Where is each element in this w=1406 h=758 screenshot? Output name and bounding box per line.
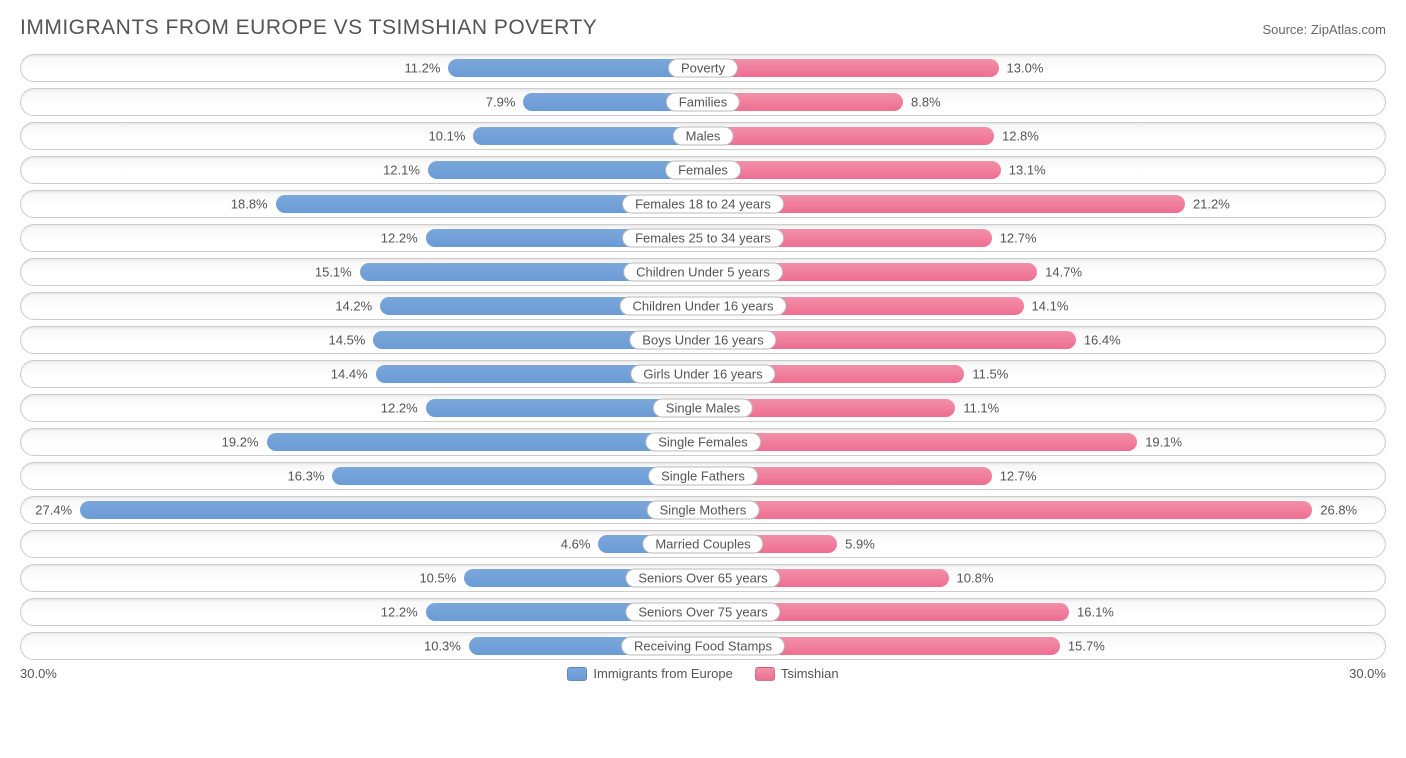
bar-right — [703, 433, 1137, 451]
value-right: 10.8% — [957, 571, 994, 586]
value-right: 11.5% — [972, 367, 1008, 382]
legend-swatch-left — [567, 667, 587, 681]
value-right: 5.9% — [845, 537, 875, 552]
value-right: 14.1% — [1032, 299, 1069, 314]
bar-left — [80, 501, 703, 519]
chart-row: 12.2% 16.1% Seniors Over 75 years — [20, 598, 1386, 626]
chart-footer: 30.0% Immigrants from Europe Tsimshian 3… — [20, 666, 1386, 681]
value-left: 7.9% — [486, 95, 516, 110]
chart-row: 10.3% 15.7% Receiving Food Stamps — [20, 632, 1386, 660]
value-right: 16.1% — [1077, 605, 1114, 620]
bar-left — [473, 127, 703, 145]
value-right: 12.7% — [1000, 469, 1037, 484]
chart-row: 12.2% 12.7% Females 25 to 34 years — [20, 224, 1386, 252]
value-left: 16.3% — [288, 469, 325, 484]
axis-max-right: 30.0% — [1349, 666, 1386, 681]
source-name: ZipAtlas.com — [1311, 22, 1386, 37]
value-left: 14.2% — [335, 299, 372, 314]
category-label: Single Females — [645, 433, 761, 452]
chart-row: 18.8% 21.2% Females 18 to 24 years — [20, 190, 1386, 218]
value-right: 26.8% — [1320, 503, 1357, 518]
bar-right — [703, 501, 1312, 519]
legend: Immigrants from Europe Tsimshian — [567, 666, 838, 681]
legend-label-left: Immigrants from Europe — [593, 666, 732, 681]
bar-right — [703, 59, 999, 77]
value-right: 13.1% — [1009, 163, 1046, 178]
value-left: 14.5% — [329, 333, 366, 348]
category-label: Seniors Over 65 years — [625, 569, 780, 588]
value-left: 12.2% — [381, 231, 418, 246]
chart-row: 10.5% 10.8% Seniors Over 65 years — [20, 564, 1386, 592]
category-label: Girls Under 16 years — [630, 365, 775, 384]
category-label: Females — [665, 161, 741, 180]
value-left: 18.8% — [231, 197, 268, 212]
chart-row: 11.2% 13.0% Poverty — [20, 54, 1386, 82]
value-left: 4.6% — [561, 537, 591, 552]
chart-row: 15.1% 14.7% Children Under 5 years — [20, 258, 1386, 286]
value-right: 16.4% — [1084, 333, 1121, 348]
value-right: 12.8% — [1002, 129, 1039, 144]
value-left: 12.1% — [383, 163, 420, 178]
value-left: 27.4% — [35, 503, 72, 518]
chart-row: 4.6% 5.9% Married Couples — [20, 530, 1386, 558]
value-right: 14.7% — [1045, 265, 1082, 280]
chart-row: 10.1% 12.8% Males — [20, 122, 1386, 150]
value-left: 19.2% — [222, 435, 259, 450]
legend-item-left: Immigrants from Europe — [567, 666, 732, 681]
chart-row: 16.3% 12.7% Single Fathers — [20, 462, 1386, 490]
chart-row: 7.9% 8.8% Families — [20, 88, 1386, 116]
chart-row: 12.2% 11.1% Single Males — [20, 394, 1386, 422]
category-label: Married Couples — [642, 535, 763, 554]
category-label: Single Mothers — [647, 501, 760, 520]
category-label: Males — [673, 127, 734, 146]
category-label: Seniors Over 75 years — [625, 603, 780, 622]
value-right: 11.1% — [963, 401, 999, 416]
value-left: 10.5% — [419, 571, 456, 586]
category-label: Single Males — [653, 399, 753, 418]
value-right: 15.7% — [1068, 639, 1105, 654]
category-label: Poverty — [668, 59, 738, 78]
category-label: Boys Under 16 years — [629, 331, 776, 350]
diverging-bar-chart: 11.2% 13.0% Poverty 7.9% 8.8% Families 10.1% 12… — [20, 54, 1386, 660]
category-label: Children Under 5 years — [623, 263, 783, 282]
bar-left — [428, 161, 703, 179]
category-label: Children Under 16 years — [620, 297, 787, 316]
category-label: Females 25 to 34 years — [622, 229, 784, 248]
category-label: Receiving Food Stamps — [621, 637, 785, 656]
category-label: Families — [666, 93, 740, 112]
chart-row: 14.4% 11.5% Girls Under 16 years — [20, 360, 1386, 388]
legend-label-right: Tsimshian — [781, 666, 839, 681]
value-left: 10.1% — [429, 129, 466, 144]
value-left: 15.1% — [315, 265, 352, 280]
value-left: 12.2% — [381, 401, 418, 416]
value-right: 12.7% — [1000, 231, 1037, 246]
bar-left — [448, 59, 703, 77]
value-left: 11.2% — [404, 61, 440, 76]
chart-row: 12.1% 13.1% Females — [20, 156, 1386, 184]
value-right: 19.1% — [1145, 435, 1182, 450]
value-left: 12.2% — [381, 605, 418, 620]
bar-right — [703, 161, 1001, 179]
source-label: Source: — [1262, 22, 1310, 37]
value-right: 21.2% — [1193, 197, 1230, 212]
axis-max-left: 30.0% — [20, 666, 57, 681]
chart-title: IMMIGRANTS FROM EUROPE VS TSIMSHIAN POVE… — [20, 16, 597, 40]
category-label: Single Fathers — [648, 467, 758, 486]
chart-row: 14.5% 16.4% Boys Under 16 years — [20, 326, 1386, 354]
chart-row: 27.4% 26.8% Single Mothers — [20, 496, 1386, 524]
value-right: 8.8% — [911, 95, 941, 110]
legend-item-right: Tsimshian — [755, 666, 839, 681]
chart-row: 14.2% 14.1% Children Under 16 years — [20, 292, 1386, 320]
value-left: 14.4% — [331, 367, 368, 382]
value-left: 10.3% — [424, 639, 461, 654]
bar-left — [267, 433, 703, 451]
value-right: 13.0% — [1007, 61, 1044, 76]
category-label: Females 18 to 24 years — [622, 195, 784, 214]
chart-row: 19.2% 19.1% Single Females — [20, 428, 1386, 456]
chart-source: Source: ZipAtlas.com — [1262, 22, 1386, 37]
chart-header: IMMIGRANTS FROM EUROPE VS TSIMSHIAN POVE… — [20, 16, 1386, 40]
legend-swatch-right — [755, 667, 775, 681]
bar-right — [703, 127, 994, 145]
